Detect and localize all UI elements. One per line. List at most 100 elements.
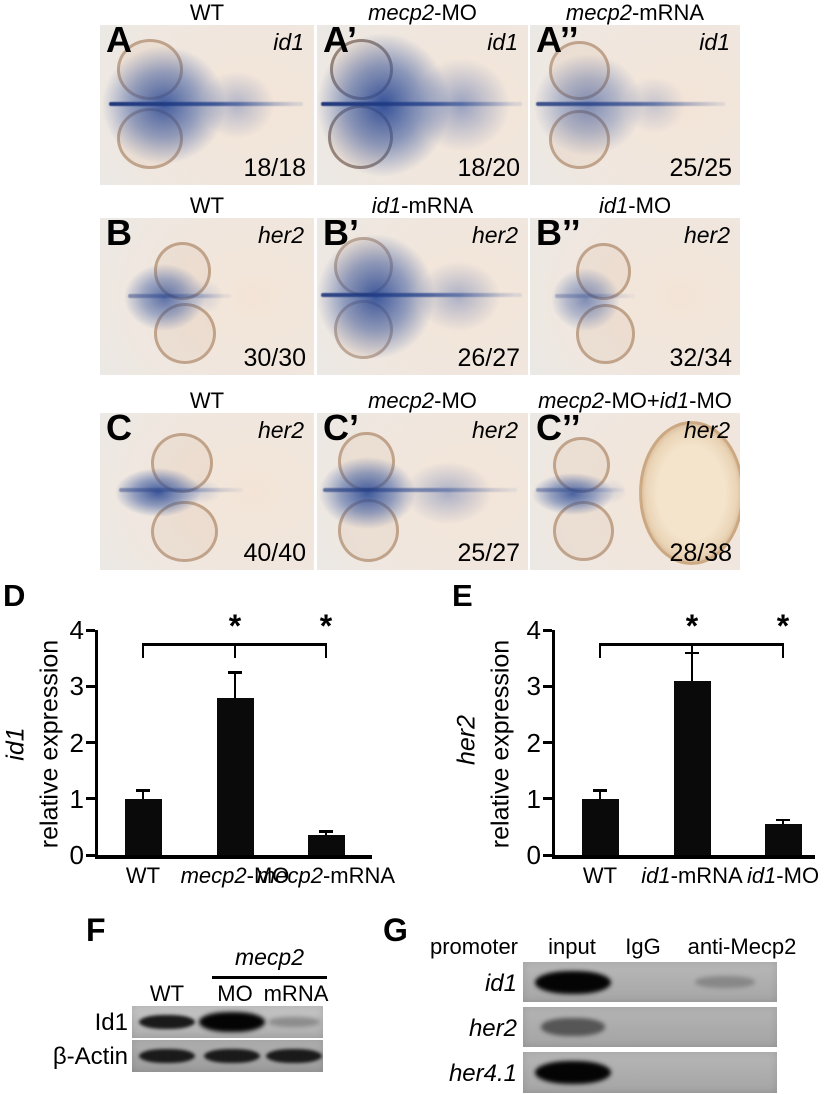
embryo-count: 32/34 [669, 344, 732, 372]
panel-letter: A’ [323, 25, 358, 60]
embryo-count: 28/38 [669, 539, 732, 567]
bar-chart-e: 0 1 2 3 4 WT id1-mRNA id1-MO * * [527, 608, 820, 888]
error-bar-line [324, 831, 328, 836]
stain-haze [181, 274, 229, 319]
y-axis-tick-label: 0 [526, 840, 541, 870]
x-axis-line [552, 855, 815, 859]
bar [307, 835, 345, 855]
error-bar-line [598, 790, 602, 799]
gene-label: id1 [487, 29, 518, 55]
column-header-mecp2-mo-id1-mo: mecp2-MO+id1-MO [538, 388, 732, 413]
insitu-photo-c-prime: C’ her2 25/27 [317, 413, 528, 570]
y-axis-tick-label: 2 [69, 727, 84, 758]
y-axis-tick [86, 684, 95, 688]
midline-stain [321, 293, 522, 298]
bar [673, 680, 711, 855]
midline-stain [321, 101, 522, 106]
y-axis-line [95, 630, 98, 859]
bar [581, 798, 619, 855]
x-category-label: id1-mRNA [641, 863, 743, 888]
panel-letter: C [106, 413, 132, 448]
stain-blob [123, 263, 205, 332]
western-blot-strip-bactin [132, 1040, 323, 1072]
error-bar-cap [228, 671, 242, 674]
y-axis-gene-label: her2 [452, 714, 481, 766]
insitu-photo-b-prime: B’ her2 26/27 [317, 218, 528, 375]
x-category-label: WT [125, 863, 161, 888]
gene-label: her2 [683, 222, 730, 248]
x-axis-line [95, 855, 372, 859]
y-axis-tick [543, 684, 552, 688]
error-bar-cap [776, 818, 790, 822]
bar [124, 798, 162, 855]
stain-blob [114, 467, 201, 517]
y-axis-tick [86, 741, 95, 744]
y-axis-tick-label: 4 [69, 615, 84, 645]
gene-label: id1 [699, 29, 730, 55]
gel-band-WT [139, 1015, 195, 1029]
gel-row-label-her4-1: her4.1 [448, 1060, 517, 1087]
y-axis-tick [543, 797, 552, 801]
significance-bracket-tick [324, 643, 328, 658]
y-axis-tick [86, 797, 95, 801]
embryo-count: 25/27 [457, 539, 520, 567]
significance-asterisk: * [776, 608, 790, 644]
embryo-count: 25/25 [669, 154, 732, 182]
gel-band-input [540, 1018, 606, 1036]
gel-header-promoter: promoter [429, 934, 519, 959]
gene-label: her2 [257, 417, 304, 443]
column-header-wt: WT [189, 388, 225, 413]
gel-band-input [535, 1061, 611, 1084]
insitu-photo-a-doubleprime: A’’ id1 25/25 [530, 25, 740, 185]
bar [764, 824, 802, 855]
y-axis-gene-label: id1 [1, 727, 30, 761]
gel-band-mRNA [268, 1017, 320, 1027]
gene-label: her2 [257, 222, 304, 248]
column-header-mecp2-mrna: mecp2-mRNA [565, 0, 705, 25]
y-axis-tick-label: 2 [526, 727, 541, 758]
x-category-label: id1-MO [746, 863, 820, 888]
error-bar-cap [319, 830, 333, 833]
blot-row-label-id1: Id1 [94, 1009, 128, 1036]
significance-bracket-tick [233, 643, 237, 658]
y-axis-tick [86, 628, 95, 632]
gel-band-mRNA [266, 1049, 322, 1063]
panel-letter: C’ [323, 413, 359, 448]
gene-label: id1 [273, 29, 304, 55]
embryo-count: 18/20 [457, 154, 520, 182]
gel-header-igg: IgG [625, 934, 661, 959]
gene-label: her2 [471, 222, 518, 248]
column-header-id1-mrna: id1-mRNA [371, 193, 474, 218]
panel-letter-f: F [86, 912, 106, 948]
embryo-count: 26/27 [457, 344, 520, 372]
column-header-wt: WT [189, 0, 225, 25]
midline-stain [119, 488, 244, 493]
x-category-label: mecp2-mRNA [256, 863, 396, 888]
group-underline [212, 976, 327, 979]
significance-bracket-tick [690, 643, 694, 658]
insitu-photo-c-doubleprime: C’’ her2 28/38 [530, 413, 740, 570]
significance-bracket-tick [598, 643, 602, 658]
significance-asterisk: * [685, 608, 699, 644]
gene-label: her2 [471, 417, 518, 443]
gel-row-label-her2: her2 [468, 1015, 517, 1042]
y-axis-tick-label: 3 [526, 671, 541, 702]
panel-letter-d: D [3, 578, 26, 613]
gel-band-antiMecp2 [695, 976, 755, 988]
midline-stain [536, 101, 726, 106]
x-category-label: WT [582, 863, 618, 888]
lane-header-mo: MO [217, 981, 253, 1006]
significance-asterisk: * [319, 608, 333, 644]
gel-header-input: input [548, 934, 596, 959]
insitu-photo-a-prime: A’ id1 18/20 [317, 25, 528, 185]
y-axis-line [552, 630, 555, 859]
gel-band-MO [199, 1012, 265, 1032]
insitu-photo-b: B her2 30/30 [100, 218, 314, 375]
gel-header-anti-mecp2: anti-Mecp2 [687, 934, 797, 959]
y-axis-tick-label: 1 [69, 783, 84, 814]
midline-stain [108, 101, 304, 106]
error-bar-cap [593, 789, 607, 792]
gel-band-input [535, 970, 611, 994]
chip-gel-strip-her4-1 [523, 1052, 777, 1093]
